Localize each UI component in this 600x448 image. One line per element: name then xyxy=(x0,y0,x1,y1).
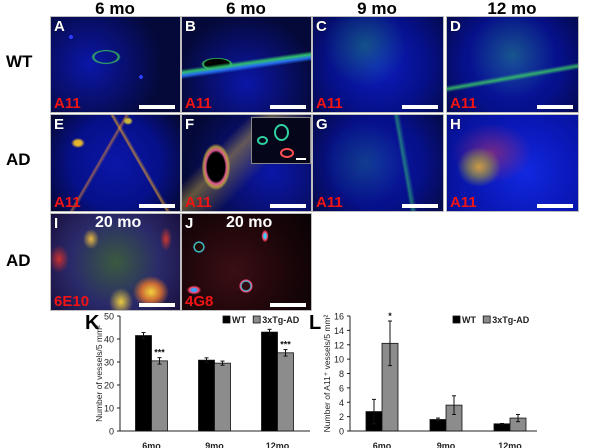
y-tick-label: 30 xyxy=(104,358,114,368)
stain-label: A11 xyxy=(316,95,343,112)
stain-label: A11 xyxy=(185,95,212,112)
micrograph-panel-d: D A11 xyxy=(446,16,579,113)
legend-label: 3xTg-AD xyxy=(492,315,530,325)
legend-label: WT xyxy=(232,315,246,325)
x-tick-label: 12mo xyxy=(266,441,290,448)
panel-letter: F xyxy=(185,116,195,133)
legend-swatch xyxy=(222,315,231,324)
inset-image xyxy=(251,117,311,164)
y-tick-label: 16 xyxy=(334,312,344,322)
column-title-a: 6 mo xyxy=(95,0,135,18)
y-tick-label: 20 xyxy=(104,381,114,391)
significance-marker: *** xyxy=(280,340,291,350)
panel-letter: A xyxy=(54,18,65,35)
x-tick-label: 6mo xyxy=(373,441,392,448)
bar xyxy=(135,335,152,432)
micrograph-panel-a: A A11 xyxy=(50,16,181,113)
stain-label: A11 xyxy=(316,194,343,211)
x-tick-label: 6mo xyxy=(142,441,161,448)
row-label-wt: WT xyxy=(6,52,33,71)
panel-letter: E xyxy=(54,116,65,133)
row-label-ad-1: AD xyxy=(6,150,31,169)
scale-bar xyxy=(270,204,306,208)
panel-letter: C xyxy=(316,18,327,35)
bar xyxy=(277,352,294,432)
micrograph-panel-g: G A11 xyxy=(312,114,444,212)
panel-letter: H xyxy=(450,116,461,133)
bar xyxy=(493,423,511,432)
column-title-b: 6 mo xyxy=(226,0,266,18)
stain-label: A11 xyxy=(54,95,81,112)
stain-label: A11 xyxy=(54,194,81,211)
chart-letter-l: L xyxy=(309,312,322,334)
y-tick-label: 8 xyxy=(339,369,344,379)
panel-letter: I xyxy=(54,215,59,232)
y-tick-label: 2 xyxy=(339,412,344,422)
scale-bar xyxy=(139,303,175,307)
micrograph-panel-i: I 20 mo 6E10 xyxy=(50,213,181,311)
x-tick-label: 12mo xyxy=(498,441,522,448)
micrograph-panel-f: F A11 xyxy=(181,114,312,212)
y-tick-label: 40 xyxy=(104,335,114,345)
significance-marker: *** xyxy=(154,348,165,358)
panel-letter: J xyxy=(185,215,194,232)
panel-letter: G xyxy=(316,116,328,133)
row-label-ad-2: AD xyxy=(6,251,31,270)
legend-swatch xyxy=(452,315,461,324)
panel-letter: B xyxy=(185,18,196,35)
legend-swatch xyxy=(252,315,261,324)
column-title-c: 9 mo xyxy=(357,0,397,18)
y-tick-label: 10 xyxy=(334,355,344,365)
chart-letter-k: K xyxy=(85,312,100,334)
scale-bar xyxy=(139,204,175,208)
panel-letter: D xyxy=(450,18,461,35)
scale-bar xyxy=(537,204,573,208)
micrograph-panel-c: C A11 xyxy=(312,16,444,113)
column-title-d: 12 mo xyxy=(487,0,537,18)
age-label: 20 mo xyxy=(95,214,142,231)
y-tick-label: 10 xyxy=(104,404,114,414)
legend-swatch xyxy=(482,315,491,324)
significance-marker: * xyxy=(388,311,392,321)
bar xyxy=(151,360,168,432)
y-tick-label: 50 xyxy=(104,312,114,322)
age-label: 20 mo xyxy=(226,214,273,231)
scale-bar xyxy=(270,105,306,109)
y-tick-label: 6 xyxy=(339,383,344,393)
micrograph-panel-j: J 20 mo 4G8 xyxy=(181,213,312,311)
stain-label: 4G8 xyxy=(185,293,214,310)
y-axis-label: Number of A11⁺ vessels/5 mm² xyxy=(322,314,332,432)
y-tick-label: 0 xyxy=(339,427,344,437)
stain-label: A11 xyxy=(185,194,212,211)
micrograph-panel-b: B A11 xyxy=(181,16,312,113)
stain-label: A11 xyxy=(450,194,477,211)
scale-bar xyxy=(402,204,438,208)
scale-bar xyxy=(402,105,438,109)
scale-bar xyxy=(139,105,175,109)
legend-label: 3xTg-AD xyxy=(262,315,300,325)
legend-label: WT xyxy=(462,315,476,325)
stain-label: A11 xyxy=(450,95,477,112)
stain-label: 6E10 xyxy=(54,293,90,310)
scale-bar xyxy=(537,105,573,109)
y-tick-label: 0 xyxy=(109,427,114,437)
x-tick-label: 9mo xyxy=(437,441,456,448)
bar xyxy=(214,362,231,432)
y-axis-label: Number of vessels/5 mm² xyxy=(94,325,104,422)
y-tick-label: 12 xyxy=(334,340,344,350)
y-tick-label: 4 xyxy=(339,398,344,408)
y-tick-label: 14 xyxy=(334,326,344,336)
micrograph-panel-e: E A11 xyxy=(50,114,181,212)
scale-bar xyxy=(270,303,306,307)
micrograph-panel-h: H A11 xyxy=(446,114,579,212)
bar xyxy=(198,359,215,432)
x-tick-label: 9mo xyxy=(205,441,224,448)
bar xyxy=(261,331,278,432)
